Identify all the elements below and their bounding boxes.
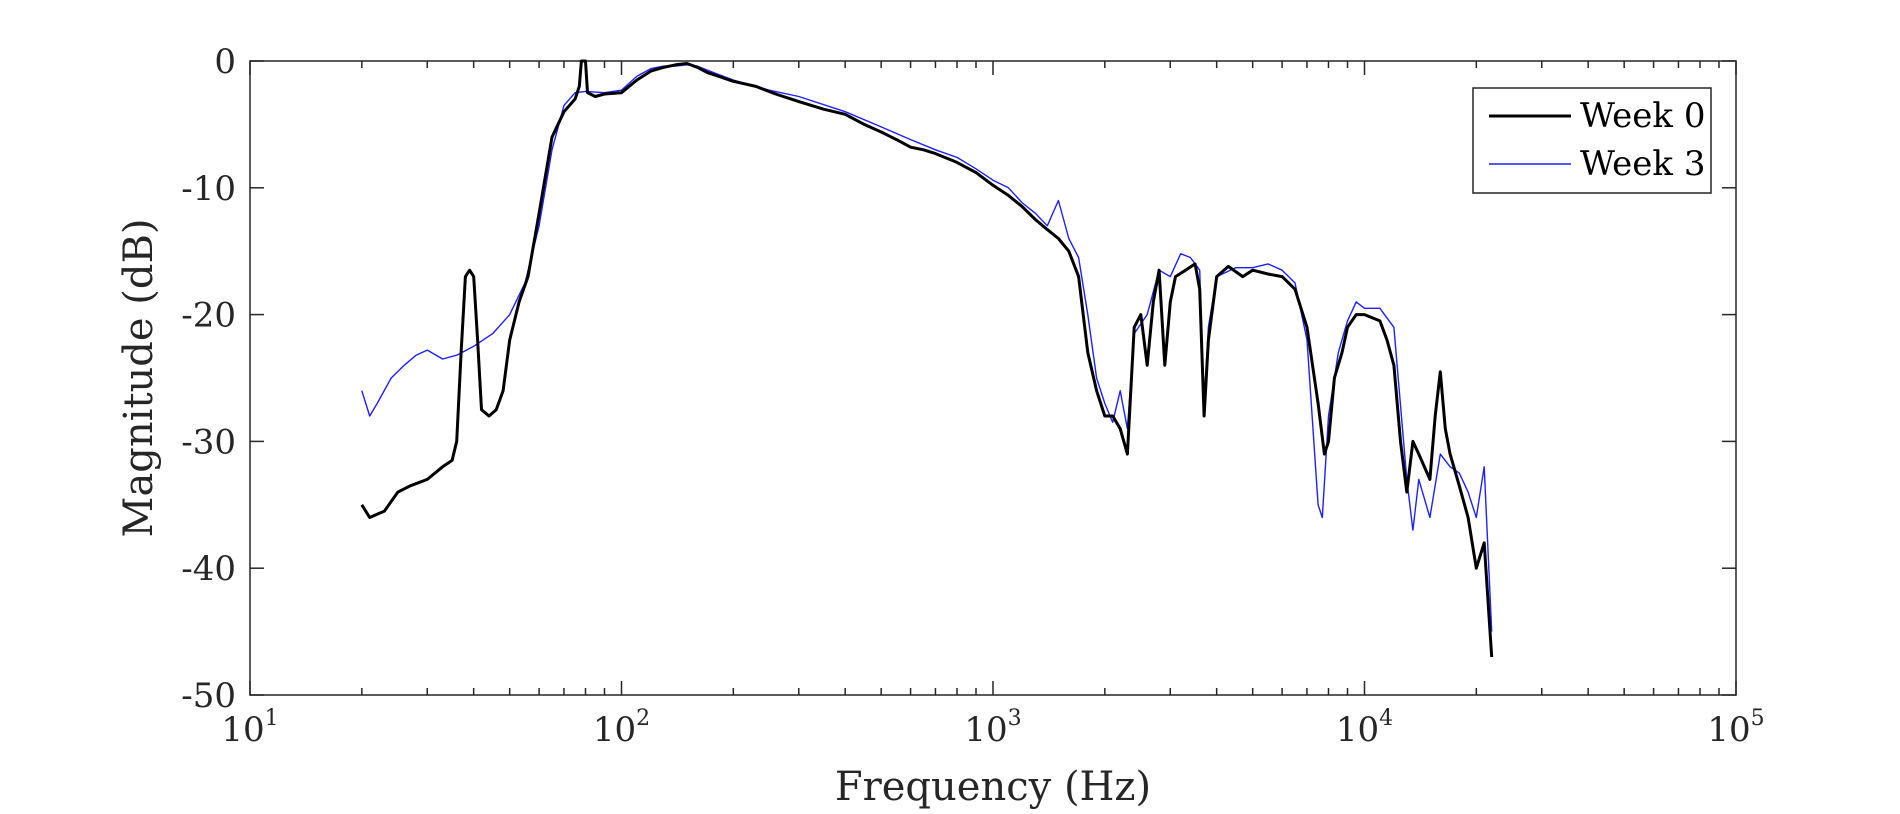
series-layer xyxy=(360,59,1494,658)
legend-box xyxy=(1472,87,1712,194)
series-line-week-3 xyxy=(361,64,1493,632)
y-tick-label: -40 xyxy=(181,549,236,589)
x-tick-label: 103 xyxy=(964,706,1021,750)
y-tick-label: -30 xyxy=(181,422,236,462)
x-tick-label: 105 xyxy=(1707,706,1764,750)
y-axis-label: Magnitude (dB) xyxy=(116,218,162,537)
y-tick-labels: 0 -10 -20 -30 -40 -50 xyxy=(181,42,236,716)
y-tick-label: 0 xyxy=(214,42,236,82)
series-line-week-0 xyxy=(360,59,1494,658)
y-tick-label: -50 xyxy=(181,676,236,716)
y-tick-label: -10 xyxy=(181,169,236,209)
axis-ticks xyxy=(249,60,1737,696)
legend-label-week-0: Week 0 xyxy=(1580,96,1705,136)
y-tick-label: -20 xyxy=(181,296,236,336)
legend: Week 0 Week 3 xyxy=(1472,87,1712,194)
x-tick-labels: 101 102 103 104 105 xyxy=(221,706,1764,750)
x-tick-label: 104 xyxy=(1336,706,1393,750)
x-tick-label: 101 xyxy=(221,706,278,750)
x-tick-label: 102 xyxy=(593,706,650,750)
legend-label-week-3: Week 3 xyxy=(1580,144,1705,184)
x-axis-label: Frequency (Hz) xyxy=(835,764,1151,810)
